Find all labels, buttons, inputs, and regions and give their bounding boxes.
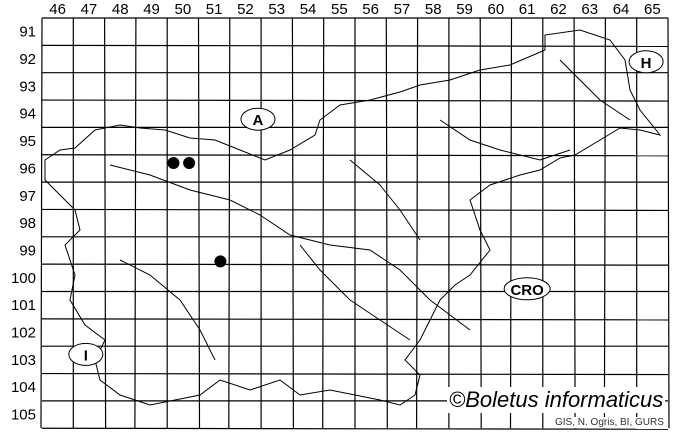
row-label: 93 [19,78,36,95]
column-label: 48 [112,1,129,18]
grid-line-horizontal [41,99,669,102]
column-label: 55 [331,1,348,18]
column-label: 51 [206,1,223,18]
column-label: 50 [175,1,192,18]
column-label: 65 [644,1,661,18]
column-label: 54 [300,1,317,18]
column-label: 59 [456,1,473,18]
column-label: 60 [488,1,505,18]
river [439,119,571,161]
grid-line-horizontal [41,318,669,321]
column-label: 57 [394,1,411,18]
grid-line-vertical [509,17,513,429]
row-label: 100 [11,270,36,287]
data-source: GIS, N. Ogris, BI, GURS [554,417,665,428]
grid-line-vertical [667,17,670,429]
column-label: 47 [81,1,98,18]
river [349,159,421,241]
country-label: CRO [510,282,544,299]
river [119,259,216,361]
grid-line-vertical [573,17,576,429]
country-label-ellipse [628,50,664,74]
grid-line-vertical [40,17,43,429]
row-label: 102 [11,325,36,342]
column-label: 46 [49,1,66,18]
column-label: 53 [268,1,285,18]
column-label: 52 [237,1,254,18]
country-label-ellipse [240,107,276,131]
grid-line-vertical [385,17,388,429]
country-label: A [253,112,264,129]
record-dot [167,156,180,169]
copyright-credit: ©Boletus informaticus [447,387,666,413]
grid-line-horizontal [41,372,669,376]
row-label: 91 [19,24,36,41]
column-label: 61 [519,1,536,18]
grid-line-vertical [197,17,201,429]
grid-line-horizontal [41,263,669,266]
row-label: 101 [11,297,36,314]
column-label: 56 [362,1,379,18]
grid-line-vertical [291,17,294,429]
grid-line-horizontal [41,154,669,157]
country-label-ellipse [503,277,551,301]
country-label-ellipse [68,342,104,366]
row-label: 92 [19,51,36,68]
grid-line-vertical [228,17,231,429]
grid-line-vertical [479,17,482,429]
column-label: 62 [550,1,567,18]
column-label: 58 [425,1,442,18]
row-label: 95 [19,133,36,150]
row-label: 105 [11,407,36,424]
column-label: 49 [143,1,160,18]
column-label: 64 [613,1,630,18]
row-label: 98 [19,215,36,232]
row-label: 97 [19,188,36,205]
row-label: 103 [11,352,36,369]
record-dot [214,255,227,268]
river [299,244,411,341]
river [109,164,471,331]
country-label: H [641,55,652,72]
border-slovenia [44,29,662,406]
grid-line-vertical [322,17,325,429]
grid-line-vertical [603,17,607,429]
grid-line-vertical [104,17,107,429]
country-outline [44,29,662,406]
grid-line-horizontal [41,208,669,212]
column-label: 63 [581,1,598,18]
river [559,59,631,121]
row-label: 94 [19,106,36,123]
row-label: 96 [19,160,36,177]
grid: 46 47 48 49 50 51 52 53 54 55 56 57 58 59 60 61 62 63 64 65… [11,1,670,430]
row-label: 104 [11,379,36,396]
grid-line-vertical [416,17,419,429]
grid-line-horizontal [41,44,669,47]
country-label: I [84,347,88,364]
grid-line-vertical [134,17,137,429]
record-dot [183,156,196,169]
grid-line-horizontal [41,427,669,430]
row-label: 99 [19,242,36,259]
